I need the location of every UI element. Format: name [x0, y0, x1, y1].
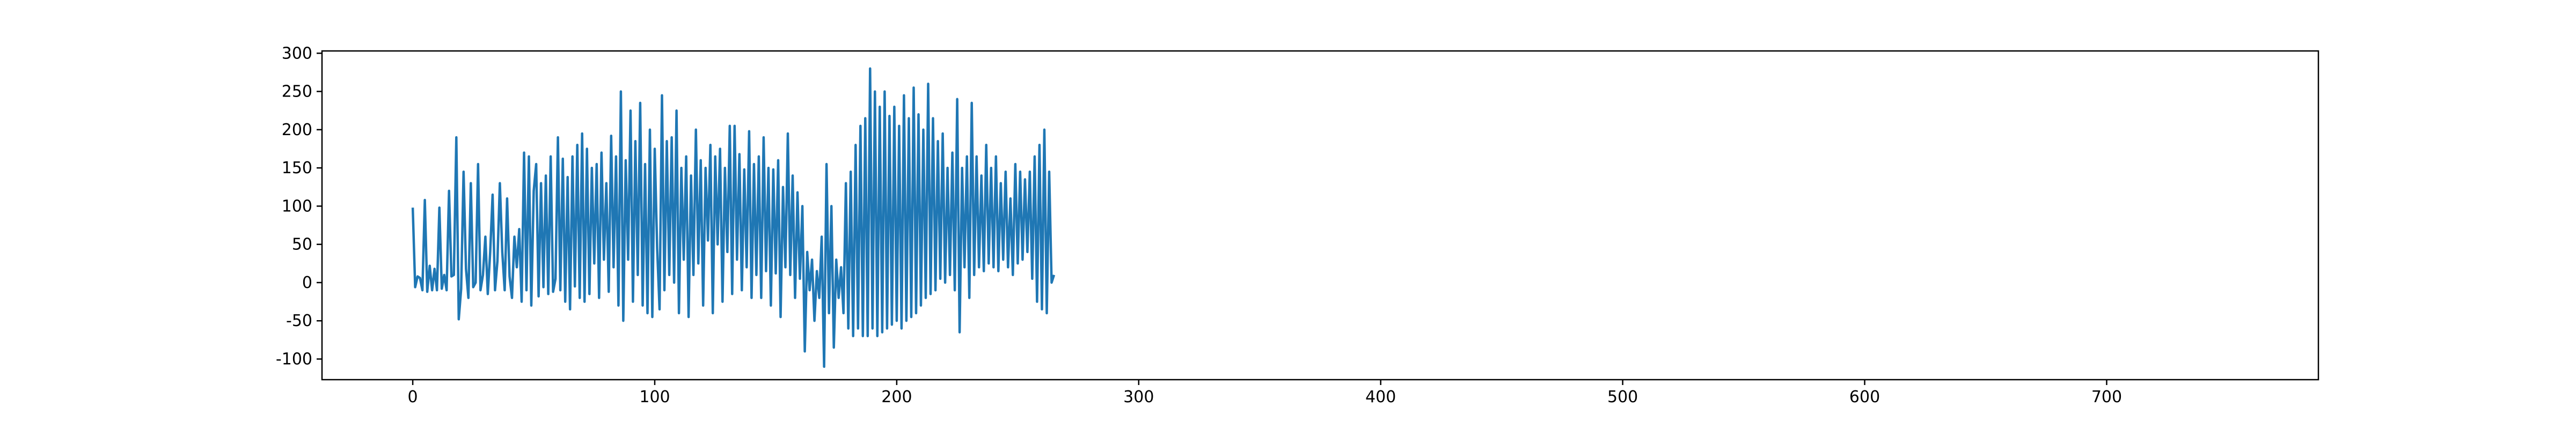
y-tick-label: 150 [282, 159, 312, 177]
y-tick-label: 0 [302, 273, 312, 292]
y-tick-label: -100 [276, 350, 312, 369]
x-tick-label: 400 [1365, 388, 1396, 406]
x-tick-label: 600 [1849, 388, 1880, 406]
x-tick-label: 200 [881, 388, 912, 406]
y-tick-label: 250 [282, 83, 312, 101]
x-tick-label: 500 [1607, 388, 1638, 406]
y-axis-ticks: -100 -50 0 50 100 150 200 250 300 [276, 44, 322, 369]
y-tick-label: -50 [286, 312, 312, 330]
x-axis-ticks: 0 100 200 300 400 500 600 700 [408, 380, 2122, 406]
plot-frame [321, 50, 2319, 381]
x-tick-label: 300 [1123, 388, 1154, 406]
x-tick-label: 700 [2091, 388, 2122, 406]
y-tick-label: 300 [282, 44, 312, 63]
y-tick-label: 100 [282, 197, 312, 216]
y-tick-label: 200 [282, 121, 312, 139]
x-tick-label: 100 [639, 388, 670, 406]
x-tick-label: 0 [408, 388, 418, 406]
y-tick-label: 50 [292, 235, 312, 254]
series-line [411, 67, 1056, 368]
